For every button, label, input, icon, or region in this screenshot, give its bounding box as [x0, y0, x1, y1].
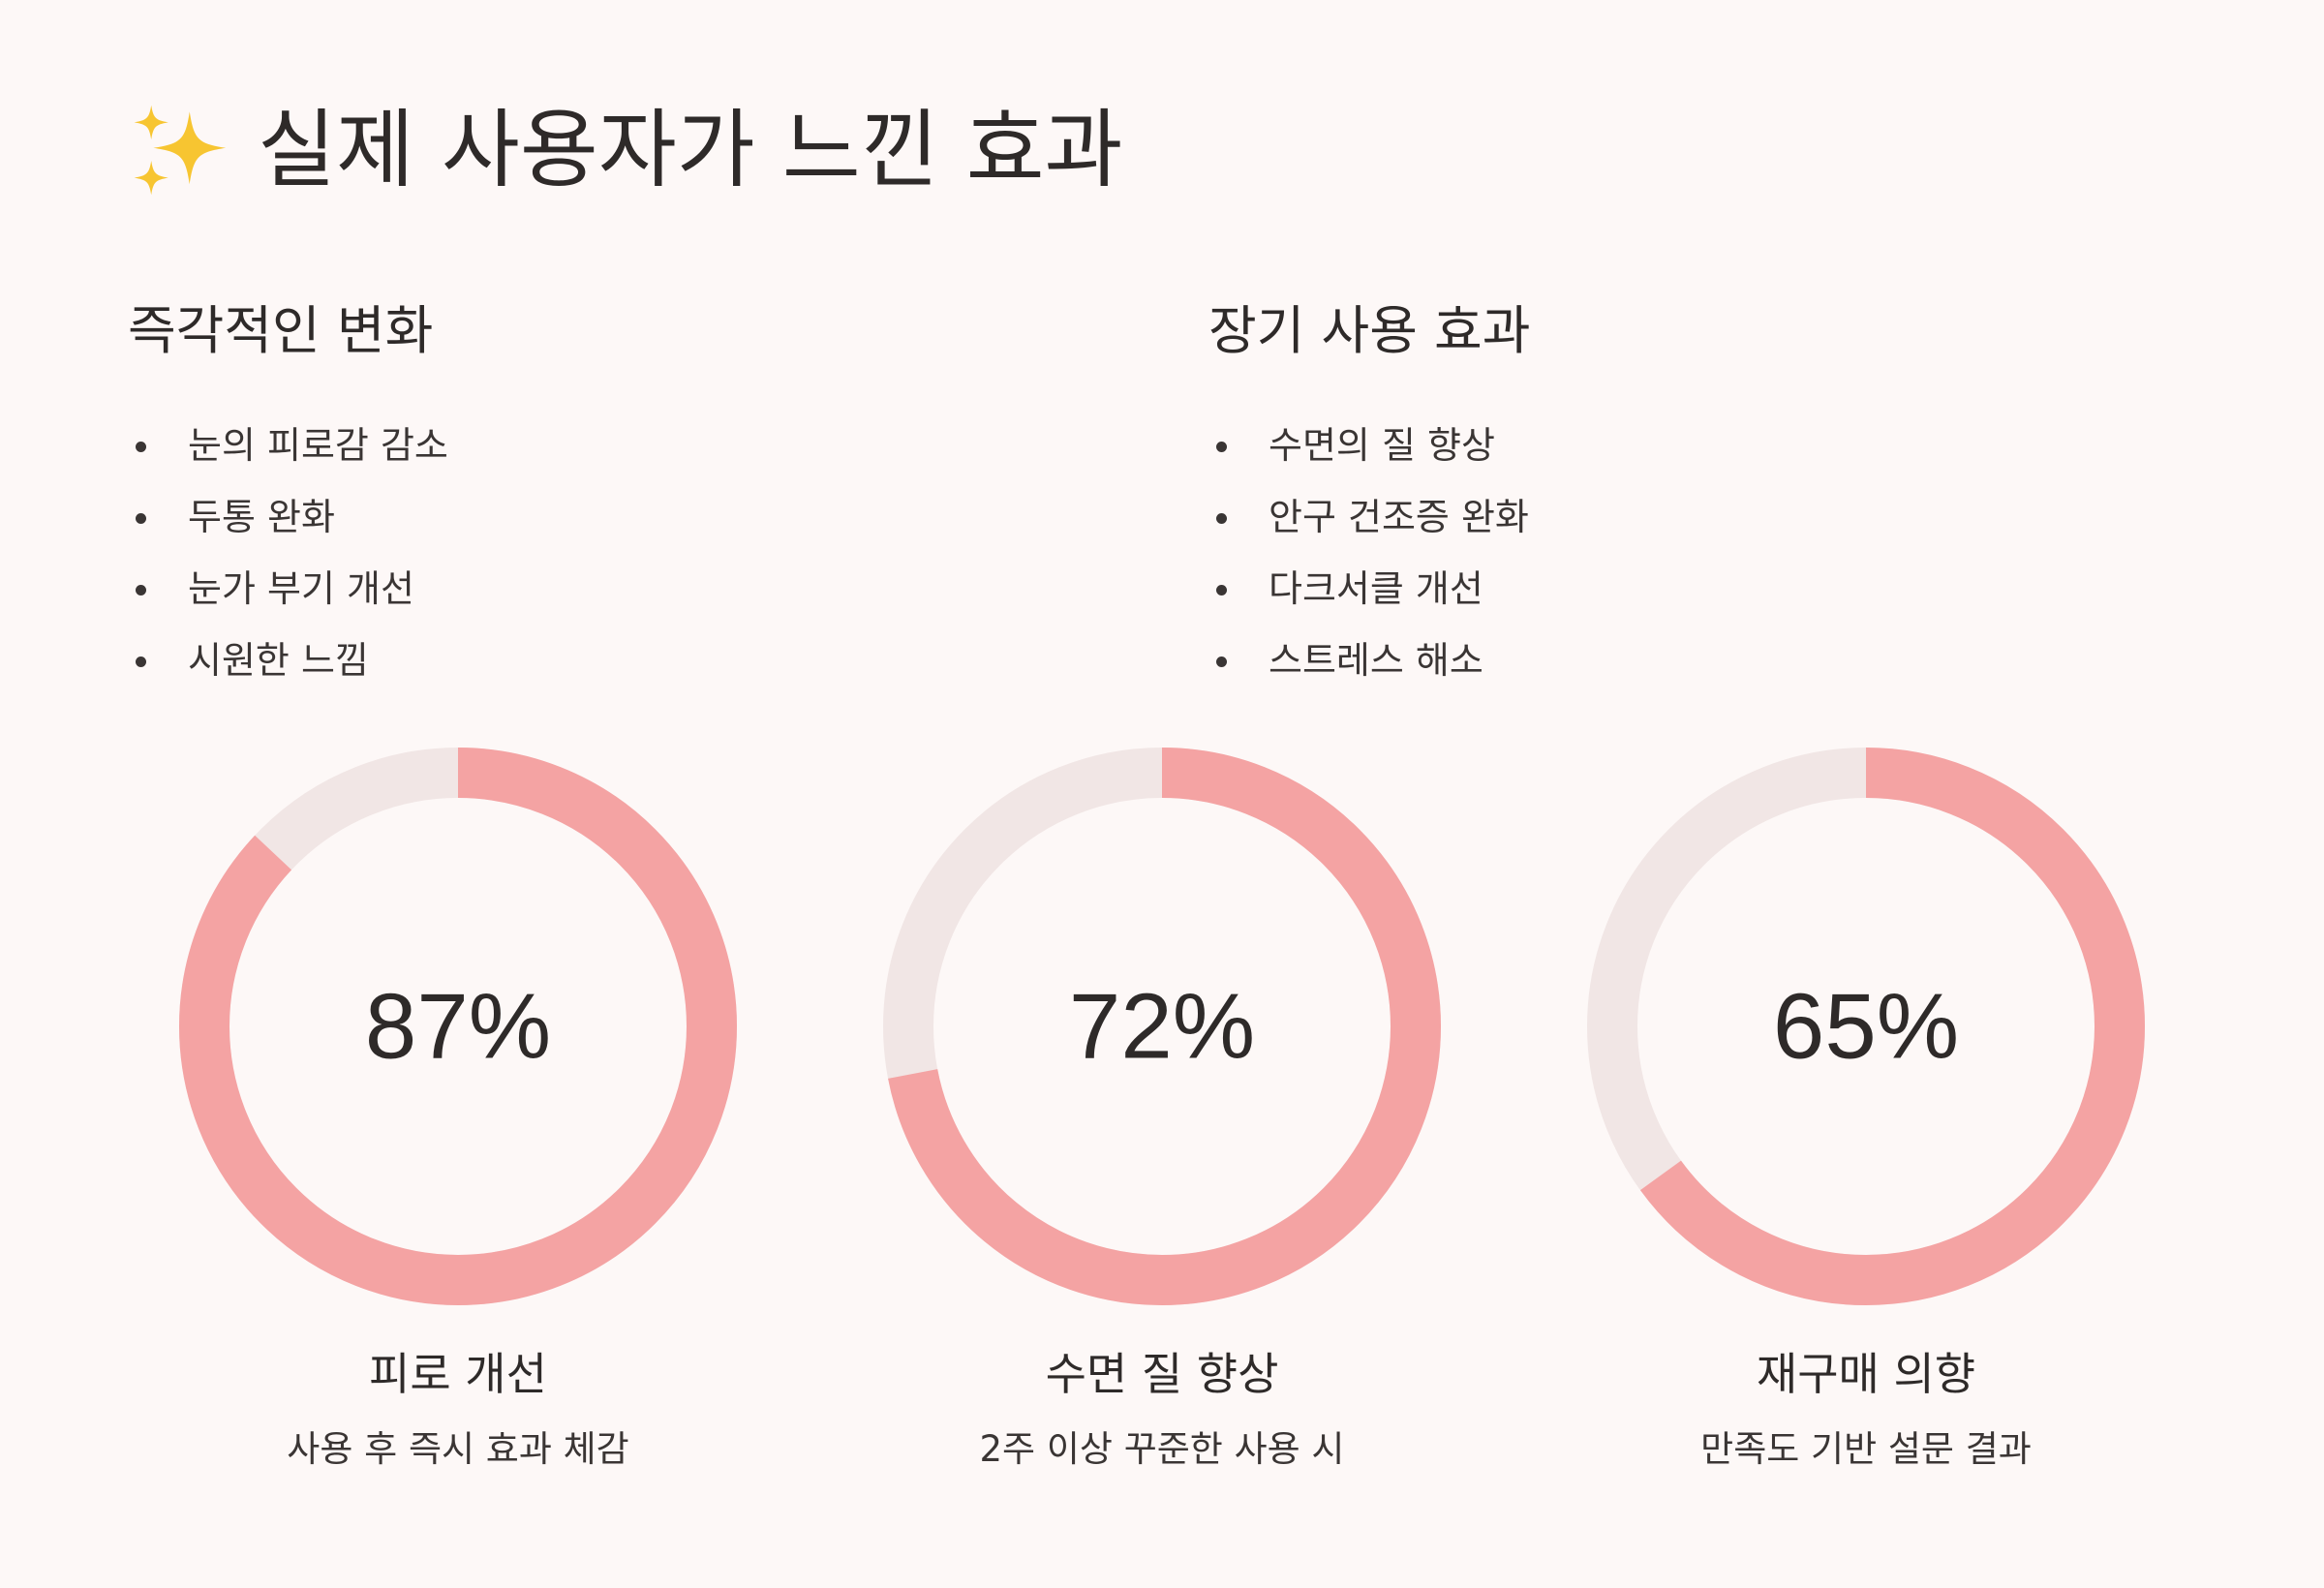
donut-svg: 65%	[1587, 748, 2145, 1305]
donut-sublabel: 사용 후 즉시 효과 체감	[287, 1428, 629, 1471]
list-item-text: 수면의 질 향상	[1269, 423, 1495, 467]
list-item-text: 안구 건조증 완화	[1269, 495, 1529, 538]
section-heading: 장기 사용 효과	[1208, 300, 1531, 361]
list-item: 다크서클 개선	[1208, 553, 1530, 625]
immediate-changes-list: 눈의 피로감 감소 두통 완화 눈가 부기 개선 시원한 느낌	[128, 410, 448, 696]
donut-chart-sleep: 72% 수면 질 향상 2주 이상 꾸준한 사용 시	[881, 746, 1443, 1472]
page-title-text: 실제 사용자가 느낀 효과	[258, 100, 1123, 200]
bullet-icon	[1216, 441, 1227, 452]
long-term-effects-section: 장기 사용 효과 수면의 질 향상 안구 건조증 완화 다크서클 개선 스트레스…	[1208, 300, 1530, 696]
list-item: 눈의 피로감 감소	[128, 410, 448, 481]
list-item-text: 스트레스 해소	[1269, 638, 1483, 682]
bullet-icon	[136, 656, 146, 667]
donut-label: 재구매 의향	[1756, 1348, 1976, 1400]
donut-sublabel: 2주 이상 꾸준한 사용 시	[979, 1428, 1345, 1471]
list-item: 안구 건조증 완화	[1208, 481, 1530, 553]
list-item-text: 눈가 부기 개선	[188, 566, 414, 610]
list-item: 두통 완화	[128, 481, 448, 553]
donut-value-arc	[883, 748, 1441, 1305]
bullet-icon	[1216, 656, 1227, 667]
page-title: 실제 사용자가 느낀 효과	[128, 97, 1123, 203]
bullet-icon	[1216, 512, 1227, 524]
donut-value-label: 87%	[365, 975, 551, 1079]
donut-svg: 87%	[179, 748, 737, 1305]
section-heading: 즉각적인 변화	[128, 300, 434, 361]
list-item: 스트레스 해소	[1208, 625, 1530, 696]
donut-chart-fatigue: 87% 피로 개선 사용 후 즉시 효과 체감	[177, 746, 739, 1472]
list-item: 수면의 질 향상	[1208, 410, 1530, 481]
immediate-changes-section: 즉각적인 변화 눈의 피로감 감소 두통 완화 눈가 부기 개선 시원한 느낌	[128, 300, 448, 696]
donut-value-label: 65%	[1773, 975, 1959, 1079]
bullet-icon	[136, 584, 146, 596]
sparkles-icon	[134, 105, 227, 196]
bullet-icon	[1216, 584, 1227, 596]
list-item-text: 눈의 피로감 감소	[188, 423, 448, 467]
donut-sublabel: 만족도 기반 설문 결과	[1700, 1428, 2032, 1471]
donut-chart-repurchase: 65% 재구매 의향 만족도 기반 설문 결과	[1585, 746, 2147, 1472]
list-item-text: 다크서클 개선	[1269, 566, 1483, 610]
donut-value-arc	[179, 748, 737, 1305]
list-item-text: 시원한 느낌	[188, 638, 369, 682]
donut-value-arc	[1587, 748, 2145, 1305]
list-item: 눈가 부기 개선	[128, 553, 448, 625]
list-item-text: 두통 완화	[188, 495, 335, 538]
long-term-effects-list: 수면의 질 향상 안구 건조증 완화 다크서클 개선 스트레스 해소	[1208, 410, 1530, 696]
bullet-icon	[136, 441, 146, 452]
donut-label: 수면 질 향상	[1045, 1348, 1279, 1400]
bullet-icon	[136, 512, 146, 524]
donut-svg: 72%	[883, 748, 1441, 1305]
donut-value-label: 72%	[1069, 975, 1255, 1079]
list-item: 시원한 느낌	[128, 625, 448, 696]
donut-label: 피로 개선	[369, 1348, 547, 1400]
